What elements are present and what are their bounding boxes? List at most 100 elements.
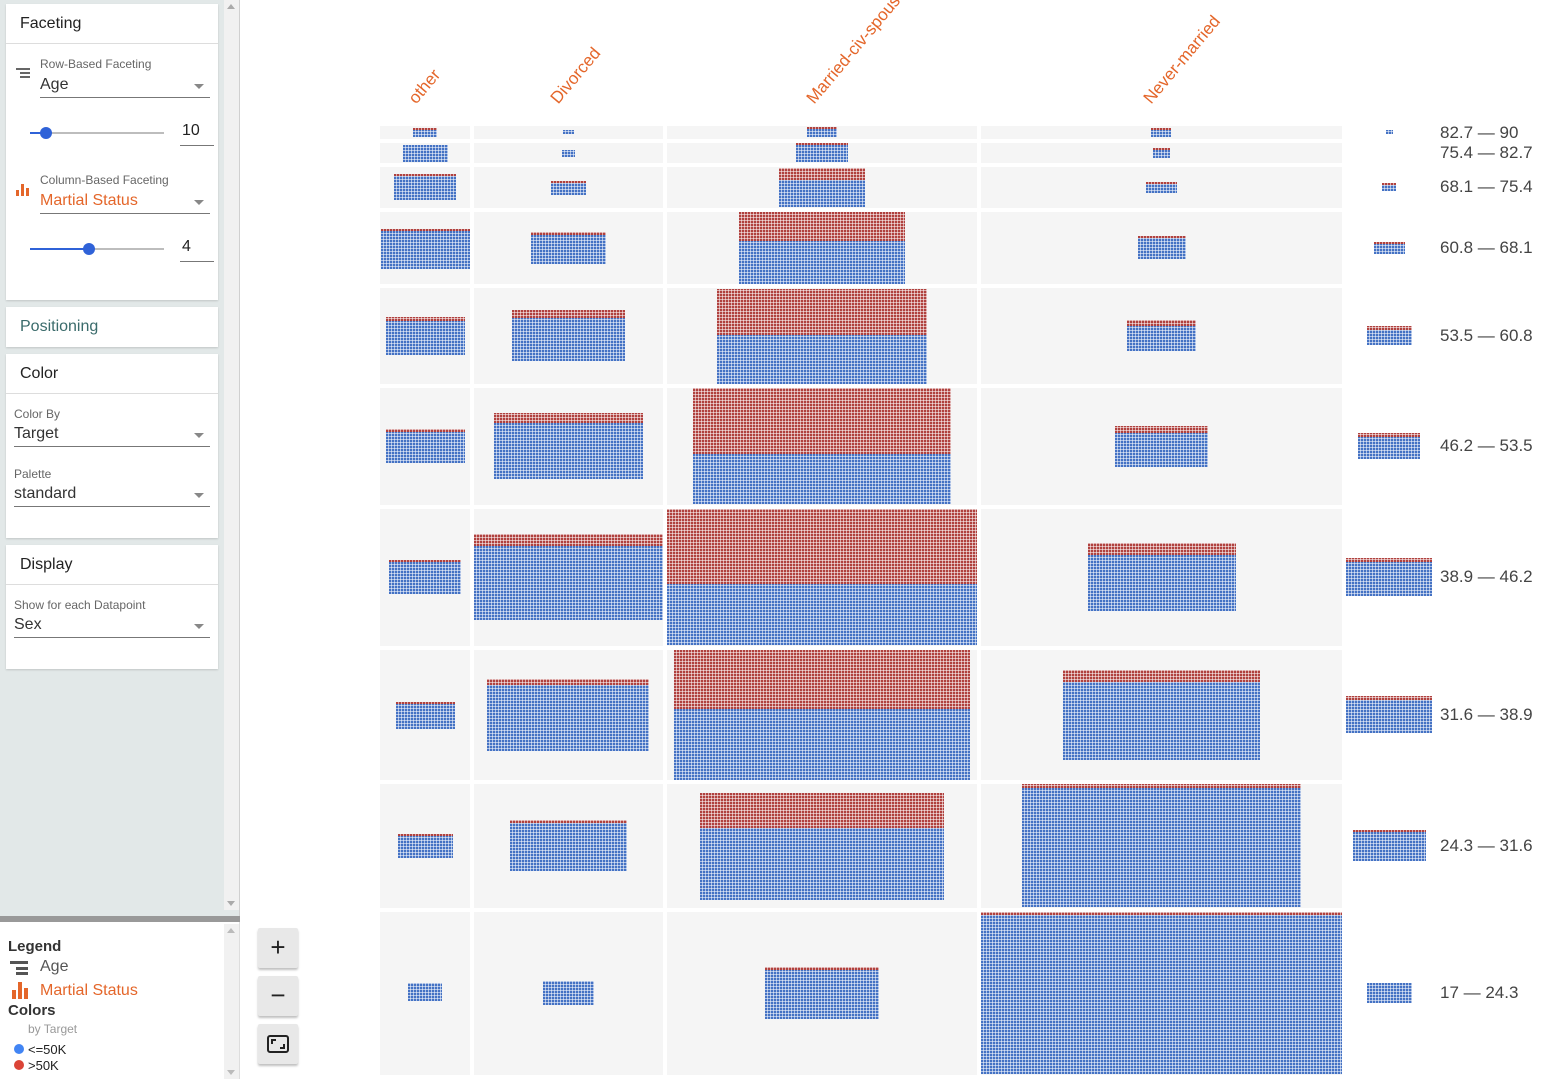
legend-item-lte50k: <=50K <box>14 1042 66 1057</box>
datapoint-cluster[interactable] <box>394 174 456 200</box>
display-title: Display <box>6 545 218 585</box>
datapoint-cluster[interactable] <box>779 168 865 207</box>
datapoint-cluster[interactable] <box>693 388 951 504</box>
datapoint-cluster[interactable] <box>494 413 643 479</box>
color-by-select[interactable]: Target <box>14 425 210 447</box>
row-total-datapoints[interactable] <box>1367 983 1412 1003</box>
column-facet-select[interactable]: Martial Status <box>40 192 210 214</box>
row-buckets-slider[interactable] <box>30 127 164 139</box>
lte50k-points <box>1358 437 1420 459</box>
lte50k-points <box>674 709 970 780</box>
datapoint-cluster[interactable] <box>563 130 574 134</box>
datapoint-cluster[interactable] <box>1115 426 1208 467</box>
datapoint-cluster[interactable] <box>717 289 927 384</box>
datapoint-cluster[interactable] <box>1088 543 1236 611</box>
palette-select[interactable]: standard <box>14 485 210 507</box>
row-total-datapoints[interactable] <box>1353 830 1426 861</box>
datapoint-cluster[interactable] <box>396 702 455 729</box>
datapoint-cluster[interactable] <box>807 127 837 137</box>
row-facet-icon <box>16 68 30 78</box>
datapoint-cluster[interactable] <box>381 229 470 269</box>
column-facet-value: Martial Status <box>40 192 138 209</box>
row-total-datapoints[interactable] <box>1346 696 1432 733</box>
row-label: 68.1 — 75.4 <box>1440 177 1533 196</box>
legend-row-item: Age <box>40 958 69 975</box>
datapoint-cluster[interactable] <box>1138 236 1186 259</box>
row-buckets-input[interactable]: 10 <box>180 122 214 146</box>
slider-knob[interactable] <box>40 127 53 139</box>
datapoint-cluster[interactable] <box>796 143 848 162</box>
column-buckets-input[interactable]: 4 <box>180 238 214 262</box>
datapoint-cluster[interactable] <box>700 793 944 900</box>
datapoint-cluster[interactable] <box>739 212 905 284</box>
row-total-datapoints[interactable] <box>1358 433 1420 459</box>
datapoint-cluster[interactable] <box>386 429 465 463</box>
datapoint-cluster[interactable] <box>1127 320 1196 351</box>
lte50k-points <box>474 546 663 620</box>
slider-knob[interactable] <box>82 243 95 255</box>
row-total-datapoints[interactable] <box>1386 130 1393 134</box>
column-header: Divorced <box>546 43 605 108</box>
datapoint-cluster[interactable] <box>386 317 465 355</box>
datapoint-cluster[interactable] <box>408 983 442 1001</box>
lte50k-points <box>531 235 606 264</box>
row-facet-icon <box>10 961 28 975</box>
positioning-title[interactable]: Positioning <box>20 318 99 335</box>
gt50k-points <box>1346 558 1432 562</box>
lte50k-points <box>1353 832 1426 861</box>
palette-value: standard <box>14 485 77 502</box>
row-total-datapoints[interactable] <box>1367 326 1412 345</box>
gt50k-points <box>394 174 456 176</box>
datapoint-cluster[interactable] <box>510 820 627 871</box>
datapoint-cluster[interactable] <box>562 150 575 157</box>
column-facet-icon <box>12 982 28 999</box>
gt50k-points <box>739 212 905 241</box>
datapoint-cluster[interactable] <box>667 509 977 645</box>
color-by-label: Color By <box>14 407 61 421</box>
zoom-in-button[interactable]: + <box>258 928 298 968</box>
row-facet-select[interactable]: Age <box>40 76 210 98</box>
gt50k-points <box>1374 242 1405 244</box>
legend-column-item: Martial Status <box>40 982 138 999</box>
lte50k-points <box>413 130 437 137</box>
column-buckets-slider[interactable] <box>30 243 164 255</box>
datapoint-cluster[interactable] <box>1151 128 1171 137</box>
datapoint-cluster[interactable] <box>413 128 437 137</box>
gt50k-points <box>386 317 465 321</box>
show-select[interactable]: Sex <box>14 616 210 638</box>
datapoint-cluster[interactable] <box>487 679 649 751</box>
lte50k-points <box>394 176 456 200</box>
datapoint-cluster[interactable] <box>398 834 453 858</box>
gt50k-points <box>1367 326 1412 330</box>
colors-title: Colors <box>8 1002 56 1019</box>
datapoint-cluster[interactable] <box>1063 670 1260 760</box>
datapoint-cluster[interactable] <box>543 981 594 1005</box>
lte50k-points <box>1374 244 1405 254</box>
datapoint-cluster[interactable] <box>1153 148 1170 158</box>
fit-to-screen-button[interactable] <box>258 1024 298 1064</box>
gt50k-points <box>531 232 606 235</box>
datapoint-cluster[interactable] <box>1022 784 1301 907</box>
lte50k-points <box>386 321 465 355</box>
datapoint-cluster[interactable] <box>474 534 663 620</box>
datapoint-cluster[interactable] <box>403 145 448 162</box>
datapoint-cluster[interactable] <box>551 181 586 195</box>
row-total-datapoints[interactable] <box>1382 183 1396 191</box>
legend-scrollbar[interactable] <box>224 924 239 1079</box>
datapoint-cluster[interactable] <box>512 310 625 361</box>
panel-scrollbar[interactable] <box>224 0 239 910</box>
datapoint-cluster[interactable] <box>531 232 606 264</box>
zoom-out-button[interactable]: − <box>258 976 298 1016</box>
gt50k-points <box>1151 128 1171 130</box>
row-total-datapoints[interactable] <box>1346 558 1432 596</box>
datapoint-cluster[interactable] <box>389 560 461 594</box>
row-total-datapoints[interactable] <box>1374 242 1405 254</box>
lte50k-points <box>807 129 837 137</box>
datapoint-cluster[interactable] <box>765 967 879 1019</box>
positioning-card[interactable]: Positioning <box>6 307 218 347</box>
lte50k-points <box>1146 184 1177 193</box>
datapoint-cluster[interactable] <box>1146 182 1177 193</box>
panel-divider[interactable] <box>0 916 240 922</box>
datapoint-cluster[interactable] <box>981 912 1342 1074</box>
datapoint-cluster[interactable] <box>674 650 970 780</box>
